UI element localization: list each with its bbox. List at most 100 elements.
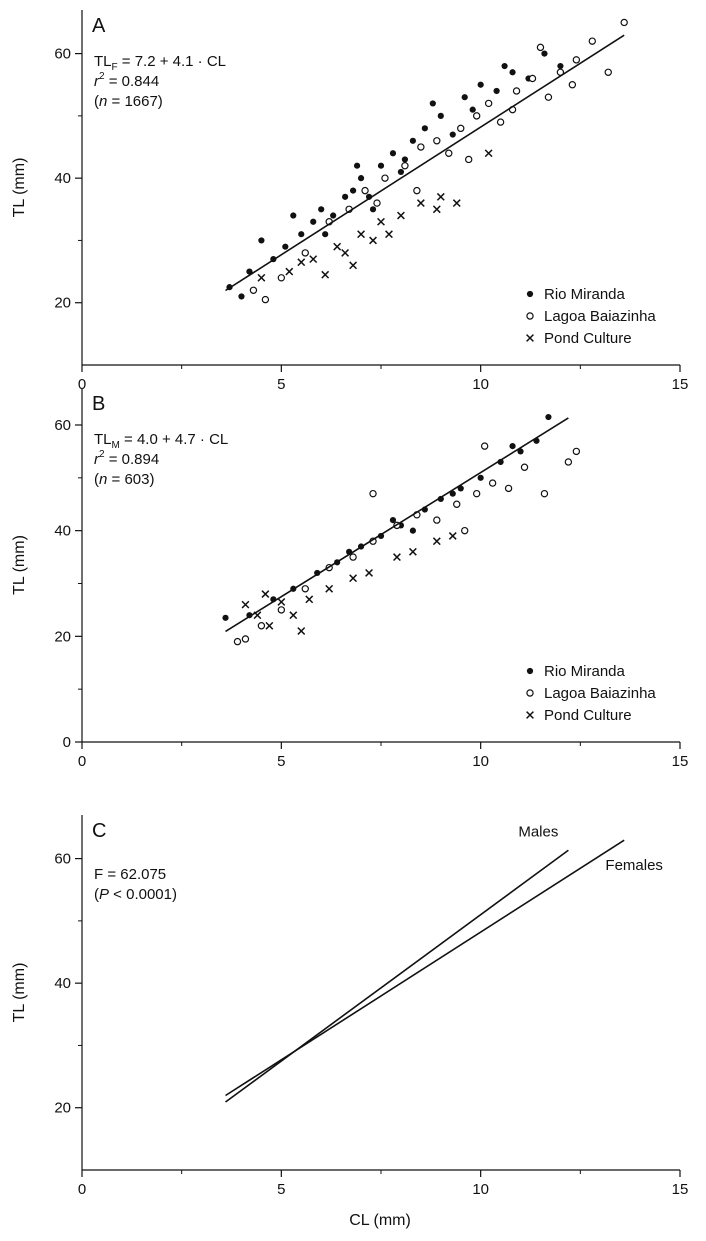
data-point	[564, 458, 573, 466]
data-point	[568, 81, 577, 89]
data-point	[369, 206, 377, 213]
data-point	[357, 230, 365, 239]
data-point	[544, 93, 553, 101]
panel-letter: B	[92, 393, 105, 415]
x-tick-label: 5	[277, 1181, 285, 1198]
line-label-females: Females	[605, 857, 663, 874]
data-point	[526, 312, 534, 320]
data-point	[285, 267, 294, 276]
data-point	[501, 62, 508, 70]
x-tick-label: 15	[672, 1181, 689, 1198]
data-point	[429, 100, 436, 107]
data-point	[389, 516, 397, 524]
data-point	[432, 537, 441, 546]
data-point	[472, 489, 481, 498]
data-point	[297, 258, 306, 267]
data-point	[436, 192, 445, 201]
stat-annotation-3: (n = 603)	[94, 471, 154, 488]
y-axis-title: TL (mm)	[11, 963, 28, 1023]
stat-annotation-1: F = 62.075	[94, 866, 166, 883]
data-point	[298, 231, 305, 238]
data-point	[572, 56, 581, 64]
data-point	[536, 43, 545, 52]
panel-letter: A	[92, 15, 106, 37]
data-point	[453, 500, 461, 508]
panel-b: 0 5 10 15 0 20 40 60 TL (mm) B TLM = 4.0 + 4.7 · C…	[11, 388, 688, 770]
data-point	[249, 286, 258, 294]
data-point	[318, 206, 325, 213]
data-point	[241, 600, 250, 609]
data-point	[357, 175, 365, 182]
data-point	[588, 37, 596, 45]
data-point	[330, 212, 337, 219]
data-point	[493, 87, 500, 95]
stat-annotation-2: r2 = 0.894	[94, 449, 159, 468]
legend-label: Lagoa Baiazinha	[544, 308, 656, 325]
data-point	[373, 199, 381, 207]
y-tick-label: 40	[54, 523, 71, 540]
data-point	[397, 211, 405, 220]
stat-annotation-1: TLM = 4.0 + 4.7 · CL	[94, 431, 228, 451]
y-tick-label: 40	[54, 975, 71, 992]
legend-label: Rio Miranda	[544, 286, 626, 303]
data-point	[432, 205, 441, 214]
data-point	[310, 218, 317, 225]
data-point	[385, 230, 393, 239]
data-point	[433, 137, 441, 145]
data-point	[526, 667, 534, 675]
x-tick-label: 0	[78, 376, 86, 393]
data-point	[512, 87, 521, 95]
data-point	[309, 255, 318, 264]
data-point	[349, 261, 358, 270]
x-tick-label: 10	[472, 1181, 489, 1198]
data-point	[528, 74, 537, 83]
stat-annotation-1: TLF = 7.2 + 4.1 · CL	[94, 53, 226, 73]
data-point	[341, 248, 350, 257]
x-tick-label: 15	[672, 376, 689, 393]
data-point	[620, 18, 628, 27]
y-tick-label: 20	[54, 1100, 71, 1117]
data-point	[413, 186, 421, 195]
data-point	[393, 553, 401, 562]
data-point	[480, 442, 489, 450]
data-point	[282, 243, 289, 250]
data-point	[301, 249, 309, 257]
data-point	[377, 217, 385, 226]
legend-label: Pond Culture	[544, 707, 632, 724]
data-point	[437, 112, 444, 119]
series-lagoa-baiazinha	[249, 18, 628, 304]
y-tick-label: 40	[54, 170, 71, 187]
data-point	[321, 270, 330, 279]
data-point	[265, 621, 274, 630]
data-point	[261, 590, 270, 598]
data-point	[277, 598, 286, 606]
data-point	[477, 81, 484, 88]
x-tick-label: 15	[672, 753, 689, 770]
data-point	[416, 199, 425, 208]
data-point	[377, 162, 385, 169]
data-point	[342, 193, 349, 200]
x-tick-label: 10	[472, 753, 489, 770]
data-point	[517, 448, 524, 455]
x-tick-label: 5	[277, 376, 285, 393]
x-axis-title: CL (mm)	[349, 1212, 411, 1229]
data-point	[504, 484, 513, 493]
x-tick-label: 0	[78, 1181, 86, 1198]
data-point	[349, 553, 357, 561]
data-point	[449, 131, 456, 138]
data-point	[401, 162, 409, 170]
y-tick-label: 60	[54, 417, 71, 434]
data-point	[461, 94, 468, 101]
stat-annotation-3: (n = 1667)	[94, 93, 163, 110]
data-point	[484, 149, 493, 158]
data-point	[401, 156, 409, 163]
data-point	[389, 150, 397, 157]
data-point	[472, 112, 481, 120]
data-point	[289, 611, 298, 620]
line-females	[225, 839, 625, 1097]
data-point	[305, 595, 314, 604]
legend-label: Lagoa Baiazinha	[544, 685, 656, 702]
data-point	[238, 293, 245, 300]
y-tick-label: 60	[54, 851, 71, 868]
data-point	[526, 711, 534, 719]
